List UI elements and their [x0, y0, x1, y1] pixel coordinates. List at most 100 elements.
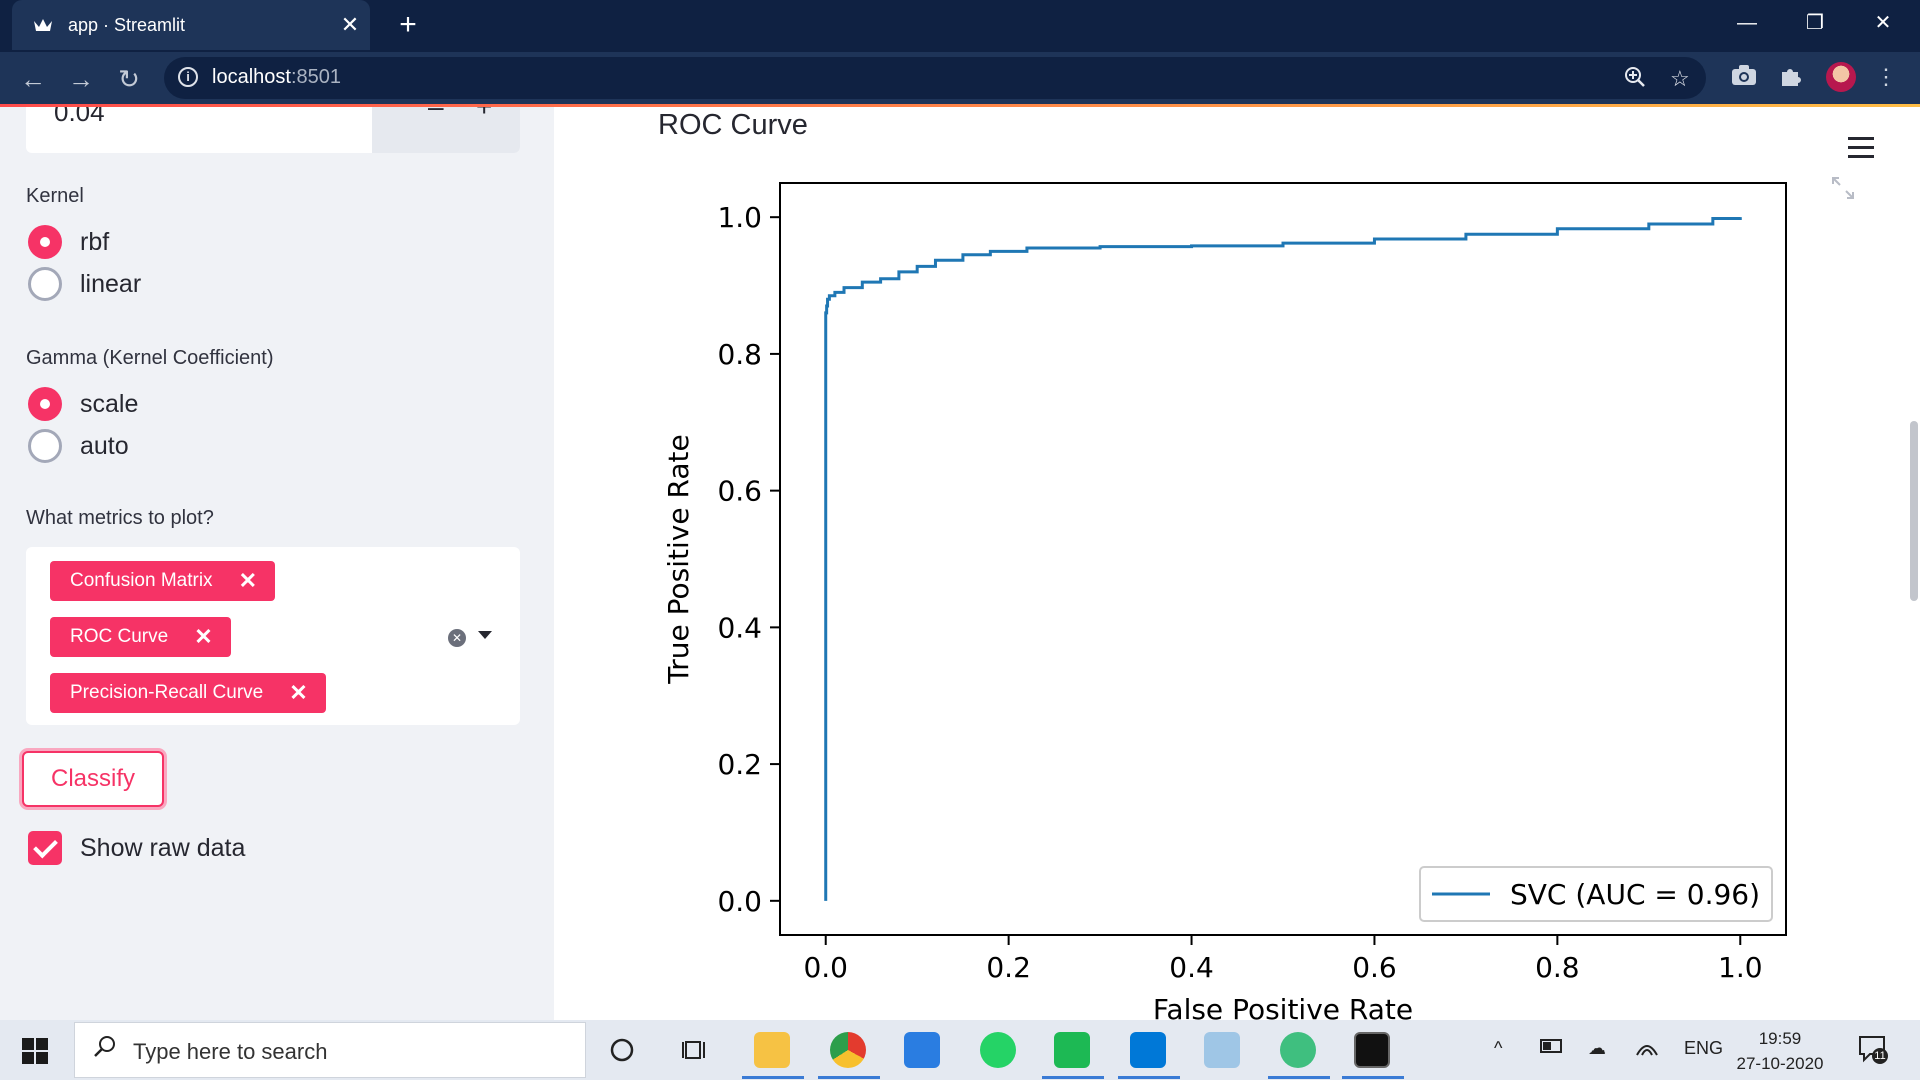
- x-axis-label: False Positive Rate: [1153, 993, 1413, 1020]
- mail-icon[interactable]: [904, 1032, 940, 1068]
- chrome-icon[interactable]: [830, 1032, 866, 1068]
- browser-tab[interactable]: app · Streamlit ✕: [12, 0, 370, 50]
- hamburger-menu-icon[interactable]: [1848, 137, 1874, 159]
- address-bar[interactable]: i localhost:8501 ☆: [164, 57, 1706, 99]
- x-tick-label: 1.0: [1718, 951, 1763, 984]
- onedrive-cloud-icon[interactable]: ☁: [1588, 1038, 1606, 1058]
- streamlit-crown-icon: [32, 14, 54, 36]
- metrics-label: What metrics to plot?: [26, 507, 214, 529]
- task-view-icon[interactable]: [682, 1038, 708, 1067]
- taskbar-clock[interactable]: 19:59 27-10-2020: [1730, 1026, 1830, 1076]
- scrollbar-thumb[interactable]: [1910, 421, 1918, 601]
- series-line-svc: [824, 217, 1742, 901]
- app-icon[interactable]: [1130, 1032, 1166, 1068]
- radio-selected-icon[interactable]: [28, 387, 62, 421]
- language-indicator[interactable]: ENG: [1684, 1038, 1724, 1058]
- chip-roc-curve: ROC Curve ✕: [50, 617, 231, 657]
- forward-icon[interactable]: →: [68, 64, 94, 94]
- notepad-icon[interactable]: [1204, 1032, 1240, 1068]
- increment-button[interactable]: +: [476, 107, 492, 123]
- active-app-indicator: [1342, 1076, 1404, 1079]
- fullscreen-expand-icon[interactable]: [1830, 175, 1856, 201]
- y-tick-label: 1.0: [717, 201, 762, 234]
- sidebar: 0.04 – + Kernel rbf linear Gamma (Kernel…: [0, 107, 554, 1020]
- kernel-label: Kernel: [26, 185, 84, 207]
- camera-icon[interactable]: [1730, 64, 1758, 92]
- checkbox-checked-icon[interactable]: [28, 831, 62, 865]
- checkbox-label: Show raw data: [80, 833, 246, 862]
- x-tick-label: 0.6: [1352, 951, 1397, 984]
- reload-icon[interactable]: ↻: [118, 64, 140, 94]
- spotify-icon[interactable]: [1054, 1032, 1090, 1068]
- tab-close-icon[interactable]: ✕: [340, 12, 360, 37]
- file-explorer-icon[interactable]: [754, 1032, 790, 1068]
- chevron-up-icon[interactable]: ^: [1494, 1038, 1503, 1058]
- site-info-icon[interactable]: i: [178, 67, 198, 87]
- radio-kernel-linear[interactable]: linear: [28, 267, 141, 301]
- extensions-puzzle-icon[interactable]: [1776, 64, 1804, 92]
- active-app-indicator: [742, 1076, 804, 1079]
- address-url: localhost:8501: [212, 66, 341, 88]
- chip-remove-icon[interactable]: ✕: [194, 624, 213, 649]
- cortana-icon[interactable]: [610, 1038, 634, 1067]
- zoom-icon[interactable]: [1624, 66, 1646, 94]
- chip-label: ROC Curve: [70, 626, 169, 647]
- radio-gamma-scale[interactable]: scale: [28, 387, 138, 421]
- profile-avatar[interactable]: [1826, 62, 1856, 92]
- chip-label: Precision-Recall Curve: [70, 682, 264, 703]
- classify-button[interactable]: Classify: [22, 751, 164, 807]
- page-title: ROC Curve: [658, 109, 808, 141]
- windows-start-icon[interactable]: [22, 1038, 48, 1069]
- back-icon[interactable]: ←: [20, 64, 46, 94]
- active-app-indicator: [1042, 1076, 1104, 1079]
- main-content: ROC Curve 0.0 0.2 0.4 0.6 0.8 1.0 0.0 0.2 0.4 0.6…: [554, 107, 1920, 1020]
- radio-selected-icon[interactable]: [28, 225, 62, 259]
- bookmark-star-icon[interactable]: ☆: [1670, 66, 1690, 91]
- new-tab-icon[interactable]: +: [399, 8, 417, 41]
- notification-center-icon[interactable]: 11: [1858, 1034, 1888, 1064]
- atom-icon[interactable]: [1280, 1032, 1316, 1068]
- c-number-input[interactable]: 0.04 – +: [26, 107, 520, 153]
- radio-unselected-icon[interactable]: [28, 267, 62, 301]
- tab-title: app · Streamlit: [68, 14, 186, 35]
- x-tick-label: 0.2: [986, 951, 1031, 984]
- radio-label: auto: [80, 431, 129, 460]
- gamma-label: Gamma (Kernel Coefficient): [26, 347, 274, 369]
- y-axis-label: True Positive Rate: [662, 434, 695, 684]
- clear-all-icon[interactable]: ✕: [448, 629, 466, 647]
- c-input-value[interactable]: 0.04: [54, 107, 105, 127]
- notification-count: 11: [1874, 1050, 1886, 1062]
- radio-label: rbf: [80, 227, 110, 256]
- window-close-icon[interactable]: ✕: [1874, 12, 1892, 34]
- active-app-indicator: [818, 1076, 880, 1079]
- search-placeholder: Type here to search: [133, 1039, 328, 1064]
- radio-gamma-auto[interactable]: auto: [28, 429, 129, 463]
- menu-dots-icon[interactable]: ⋮: [1875, 64, 1897, 89]
- chip-label: Confusion Matrix: [70, 570, 213, 591]
- wifi-icon[interactable]: [1636, 1038, 1658, 1061]
- y-tick-label: 0.4: [717, 611, 762, 644]
- metrics-multiselect[interactable]: Confusion Matrix ✕ ROC Curve ✕ Precision…: [26, 547, 520, 725]
- radio-kernel-rbf[interactable]: rbf: [28, 225, 109, 259]
- whatsapp-icon[interactable]: [980, 1032, 1016, 1068]
- chevron-down-icon[interactable]: [478, 631, 492, 639]
- clock-time: 19:59: [1758, 1029, 1802, 1048]
- radio-label: linear: [80, 269, 142, 298]
- taskbar-search[interactable]: Type here to search: [74, 1022, 586, 1078]
- battery-icon[interactable]: [1540, 1038, 1564, 1059]
- active-app-indicator: [1118, 1076, 1180, 1079]
- chip-remove-icon[interactable]: ✕: [238, 568, 257, 593]
- show-raw-data-checkbox[interactable]: Show raw data: [28, 831, 245, 865]
- streamlit-top-decoration: [0, 104, 1920, 107]
- radio-unselected-icon[interactable]: [28, 429, 62, 463]
- chip-remove-icon[interactable]: ✕: [289, 680, 308, 705]
- plot-area-frame: [779, 182, 1787, 936]
- browser-titlebar: app · Streamlit ✕ + — ❐ ✕: [0, 0, 1920, 52]
- y-tick-label: 0.6: [717, 475, 762, 508]
- terminal-icon[interactable]: [1354, 1032, 1390, 1068]
- decrement-button[interactable]: –: [428, 107, 444, 123]
- x-tick-label: 0.0: [803, 951, 848, 984]
- minimize-icon[interactable]: —: [1737, 12, 1757, 34]
- y-tick-label: 0.2: [717, 748, 762, 781]
- restore-icon[interactable]: ❐: [1806, 12, 1824, 34]
